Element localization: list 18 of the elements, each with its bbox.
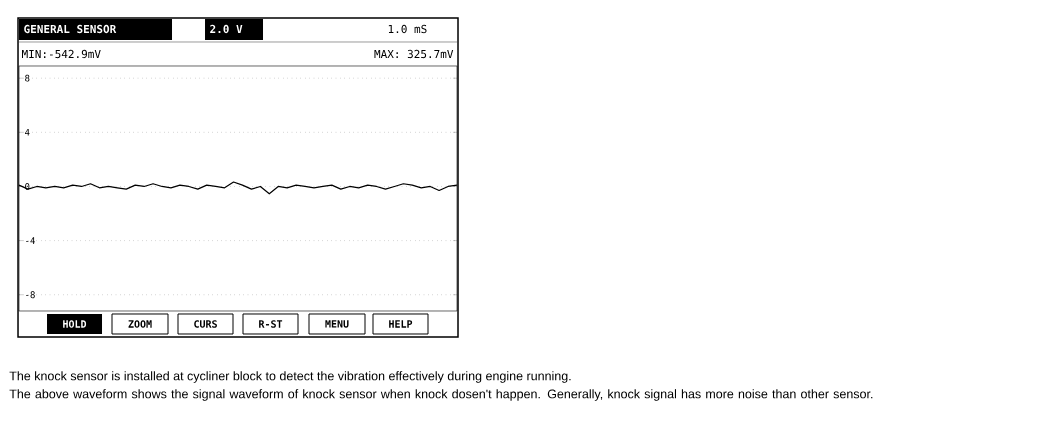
text: 2.0 V (210, 24, 243, 34)
text: The above waveform shows the signal waveform of knock sensor when knock dosen't happen. Generally, knock signal has more noise than other sensor. (9, 389, 873, 401)
text: HELP (389, 320, 413, 328)
text: MENU (325, 320, 349, 328)
text: MIN:-542.9mV (22, 49, 101, 59)
text: The knock sensor is installed at cycliner block to detect the vibration effectively during engine running. (9, 371, 571, 383)
text: R-ST (259, 320, 283, 328)
y-tick-label: -4 (26, 237, 35, 244)
text: HOLD (63, 320, 87, 328)
chart-title: GENERAL SENSOR (24, 24, 117, 34)
text: CURS (194, 320, 217, 328)
text: ZOOM (128, 320, 152, 328)
text: MAX: 325.7mV (374, 49, 454, 59)
text: 1.0 mS (388, 24, 427, 34)
y-tick-label: 0 (25, 183, 30, 190)
y-tick-label: 8 (25, 74, 30, 82)
y-tick-label: -8 (26, 291, 35, 299)
y-tick-label: 4 (25, 129, 30, 136)
